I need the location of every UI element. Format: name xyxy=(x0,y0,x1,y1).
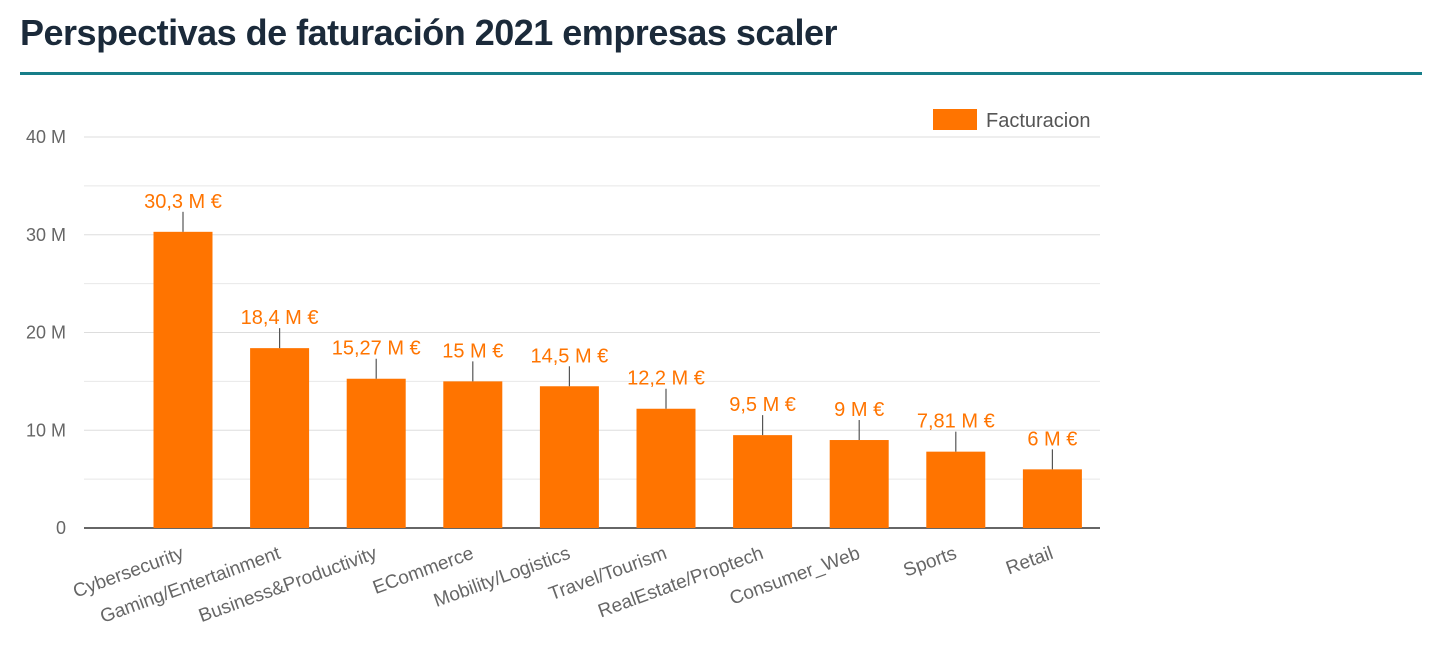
bar-value-label: 15,27 M € xyxy=(332,338,421,360)
bar-9 xyxy=(926,451,986,528)
bar-value-label: 7,81 M € xyxy=(917,411,995,433)
bar-4 xyxy=(443,381,503,528)
bar-value-label: 15 M € xyxy=(442,340,503,362)
bar-10 xyxy=(1022,469,1082,528)
bar-value-label: 9,5 M € xyxy=(729,394,796,416)
legend-swatch xyxy=(933,109,977,130)
x-axis-categories: CybersecurityGaming/EntertainmentBusines… xyxy=(70,543,1056,628)
bar-8 xyxy=(829,440,889,528)
x-category-label: Business&Productivity xyxy=(196,543,380,627)
x-category-label: RealEstate/Proptech xyxy=(595,543,766,622)
x-category-label: Retail xyxy=(1003,543,1056,579)
legend: Facturacion xyxy=(933,109,1091,132)
y-axis-ticks: 0 10 M 20 M 30 M 40 M xyxy=(26,127,66,538)
bar-value-label: 12,2 M € xyxy=(627,368,705,390)
title-divider xyxy=(20,72,1422,75)
y-tick-label: 10 M xyxy=(26,420,66,440)
y-tick-label: 0 xyxy=(56,518,66,538)
bar-value-label: 6 M € xyxy=(1027,428,1077,450)
bar-6 xyxy=(636,408,696,528)
bar-value-label: 30,3 M € xyxy=(144,191,222,213)
bar-2 xyxy=(250,348,310,528)
bar-value-label: 14,5 M € xyxy=(530,345,608,367)
y-tick-label: 40 M xyxy=(26,127,66,147)
bar-5 xyxy=(539,386,599,528)
data-labels: 30,3 M € 18,4 M € 15,27 M € 15 M € 14,5 M € 1… xyxy=(144,191,1077,451)
bar-3 xyxy=(346,378,406,528)
bar-value-label: 18,4 M € xyxy=(241,307,319,329)
y-tick-label: 20 M xyxy=(26,323,66,343)
bar-1 xyxy=(153,231,213,528)
x-category-label: Sports xyxy=(901,543,960,582)
bar-7 xyxy=(733,435,793,528)
bars xyxy=(153,231,1082,528)
bar-value-label: 9 M € xyxy=(834,399,884,421)
page-title: Perspectivas de faturación 2021 empresas… xyxy=(20,12,838,53)
y-tick-label: 30 M xyxy=(26,225,66,245)
legend-label: Facturacion xyxy=(986,110,1091,132)
label-leaders xyxy=(182,211,1054,470)
